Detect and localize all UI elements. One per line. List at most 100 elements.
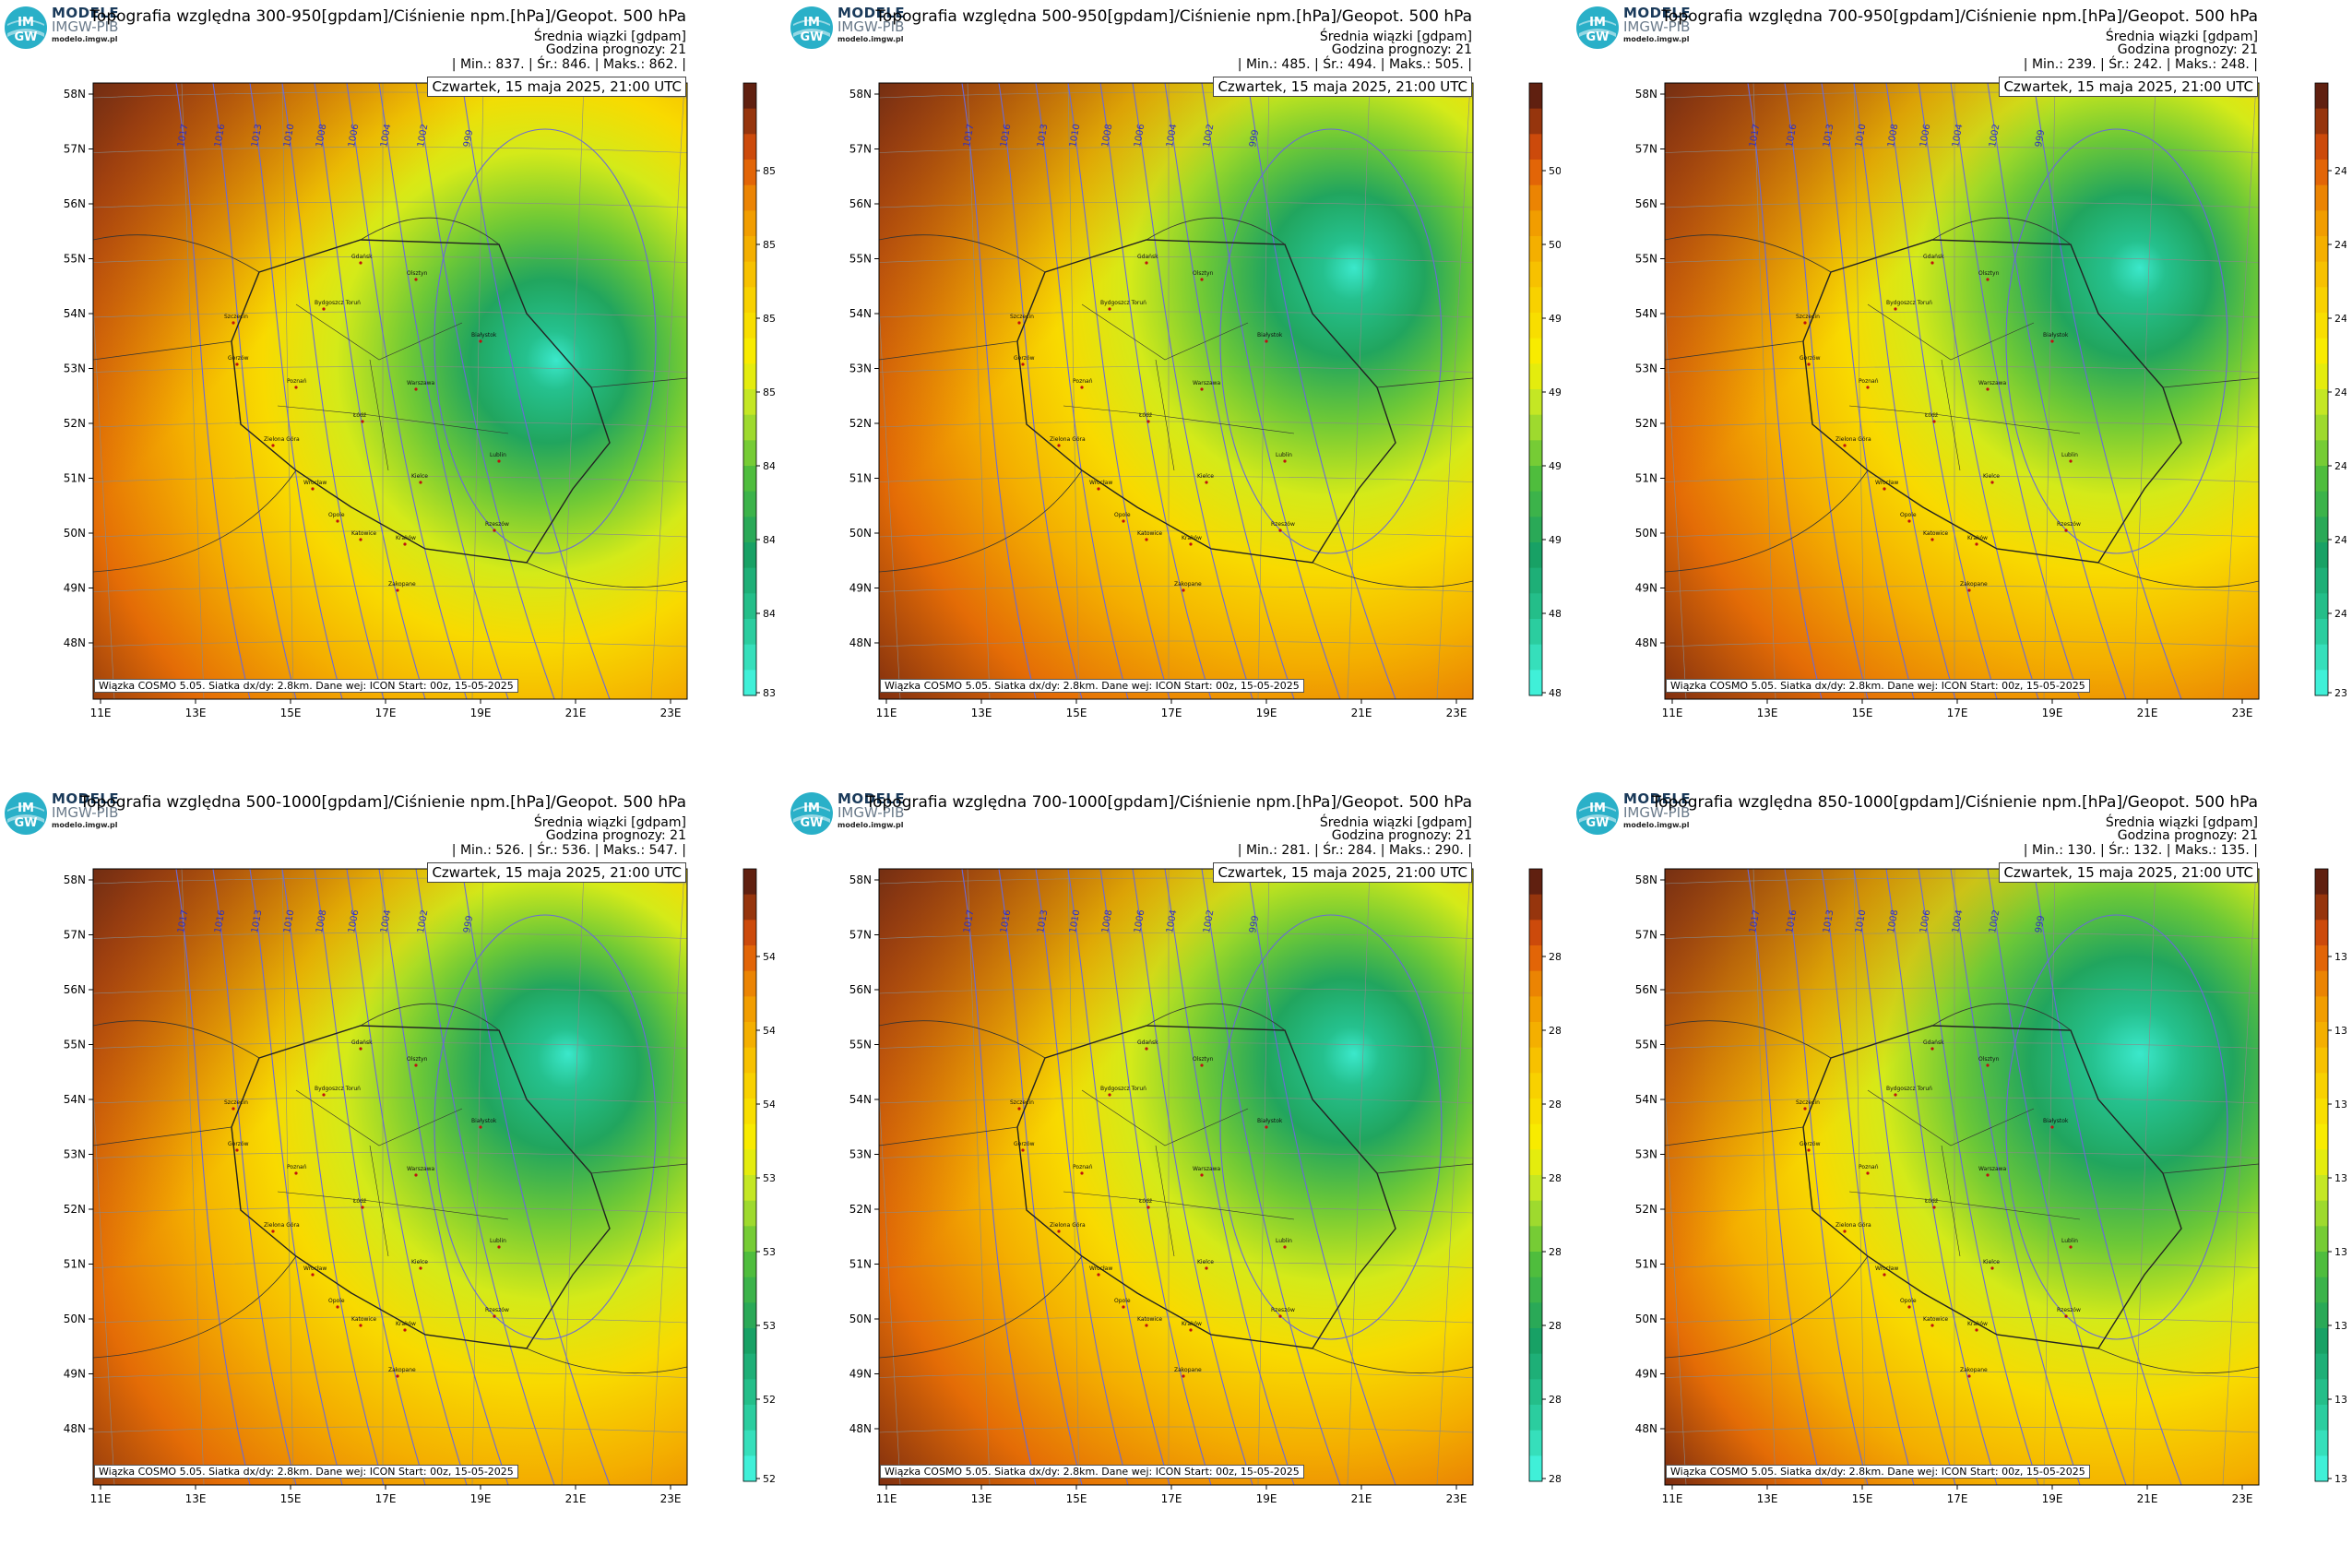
colorbar-segment — [2315, 1430, 2328, 1456]
colorbar-segment — [2315, 491, 2328, 517]
colorbar-segment — [2315, 1455, 2328, 1482]
city-marker — [1057, 1229, 1061, 1233]
colorbar-segment — [2315, 236, 2328, 263]
longitude-line — [281, 869, 294, 1485]
colorbar-segment — [2315, 542, 2328, 569]
longitude-tick-label: 15E — [1066, 707, 1087, 719]
latitude-line — [93, 1097, 687, 1104]
city-label: Rzeszów — [2057, 521, 2081, 528]
colorbar-tick-label: 532 — [763, 1320, 775, 1332]
colorbar-segment — [1529, 1047, 1542, 1074]
colorbar-segment — [1529, 1149, 1542, 1176]
panel-subtitle: Średnia wiązki [gdpam] — [1319, 30, 1472, 44]
isobar-label: 1010 — [282, 909, 296, 934]
colorbar-segment — [2315, 338, 2328, 364]
colorbar-segment — [2315, 1022, 2328, 1049]
isobar-line — [1885, 83, 1998, 699]
isobar-line — [998, 83, 1083, 699]
longitude-line — [1752, 869, 1776, 1485]
city-marker — [1986, 1063, 1990, 1067]
city-marker — [1975, 542, 1978, 546]
latitude-tick-label: 54N — [849, 1093, 872, 1106]
latitude-line — [879, 1097, 1473, 1104]
isobar-low — [434, 914, 657, 1340]
city-marker — [403, 542, 407, 546]
latitude-tick-label: 54N — [64, 307, 86, 320]
map-frame — [92, 868, 688, 1486]
colorbar-segment — [1529, 134, 1542, 160]
city-marker — [1265, 1125, 1268, 1129]
isobar-label: 1006 — [347, 124, 361, 148]
colorbar-segment — [2315, 1123, 2328, 1150]
colorbar-segment — [1529, 996, 1542, 1023]
longitude-tick-label: 21E — [565, 707, 587, 719]
map-frame — [92, 82, 688, 700]
longitude-tick-label: 23E — [2232, 1492, 2253, 1505]
city-label: Szczecin — [224, 1099, 248, 1106]
colorbar-segment — [743, 1430, 756, 1456]
city-marker — [396, 588, 399, 592]
city-marker — [1122, 519, 1125, 523]
city-label: Lublin — [2061, 1238, 2078, 1244]
city-marker — [493, 529, 496, 532]
city-label: Szczecin — [1796, 1099, 1820, 1106]
panel-subtitle: Średnia wiązki [gdpam] — [533, 815, 686, 830]
isobar-line — [1918, 83, 2039, 699]
city-marker — [1803, 321, 1807, 325]
colorbar-segment — [2315, 1175, 2328, 1202]
colorbar-segment — [1529, 236, 1542, 263]
latitude-tick-label: 50N — [849, 1313, 872, 1325]
city-label: Olsztyn — [407, 270, 428, 277]
city-label: Zakopane — [1174, 1367, 1202, 1373]
latitude-tick-label: 51N — [849, 1258, 872, 1271]
city-marker — [1894, 1093, 1897, 1097]
colorbar-tick-label: 844 — [763, 534, 775, 546]
latitude-tick-label: 52N — [1635, 417, 1657, 430]
colorbar-segment — [1529, 567, 1542, 594]
colorbar-segment — [1529, 414, 1542, 441]
svg-text:GW: GW — [800, 816, 823, 830]
city-marker — [336, 1305, 339, 1309]
colorbar-segment — [1529, 287, 1542, 314]
latitude-line — [1665, 1152, 2259, 1158]
longitude-line — [879, 1086, 901, 1485]
colorbar-segment — [1529, 1175, 1542, 1202]
longitude-tick-label: 17E — [375, 1492, 397, 1505]
country-border — [1802, 1025, 2182, 1349]
city-marker — [479, 1125, 482, 1129]
city-label: Łódź — [352, 412, 366, 419]
city-marker — [493, 1314, 496, 1318]
longitude-line — [561, 83, 585, 699]
city-label: Kraków — [1967, 535, 1988, 541]
isobar-line — [1247, 83, 1396, 699]
isobar-label: 1008 — [1886, 124, 1900, 148]
isobar-line — [378, 869, 509, 1485]
isobar-line — [415, 83, 555, 699]
isobar-label: 1010 — [1068, 909, 1082, 934]
longitude-line — [650, 83, 685, 699]
panel-title: Topografia względna 500-950[gpdam]/Ciśni… — [875, 7, 1472, 26]
latitude-line — [93, 1152, 687, 1158]
isobar-label: 1013 — [1822, 909, 1835, 934]
latitude-line — [879, 530, 1473, 538]
longitude-line — [2043, 869, 2056, 1485]
city-label: Poznań — [1073, 378, 1093, 385]
city-marker — [1265, 339, 1268, 343]
city-marker — [414, 1173, 418, 1177]
colorbar-segment — [1529, 83, 1542, 110]
longitude-tick-label: 19E — [470, 707, 492, 719]
city-marker — [271, 444, 275, 447]
latitude-tick-label: 55N — [849, 253, 872, 266]
svg-text:IM: IM — [803, 16, 820, 30]
colorbar-tick-label: 841 — [763, 608, 775, 620]
city-label: Zielona Góra — [1835, 436, 1871, 443]
isobar-label: 1016 — [213, 124, 227, 148]
latitude-tick-label: 58N — [64, 88, 86, 101]
city-label: Szczecin — [1796, 314, 1820, 320]
city-label: Kielce — [1983, 473, 2000, 480]
latitude-tick-label: 49N — [849, 582, 872, 595]
city-marker — [1975, 1328, 1978, 1332]
city-label: Poznań — [287, 1164, 307, 1170]
city-marker — [1283, 1245, 1287, 1249]
city-marker — [2050, 339, 2054, 343]
